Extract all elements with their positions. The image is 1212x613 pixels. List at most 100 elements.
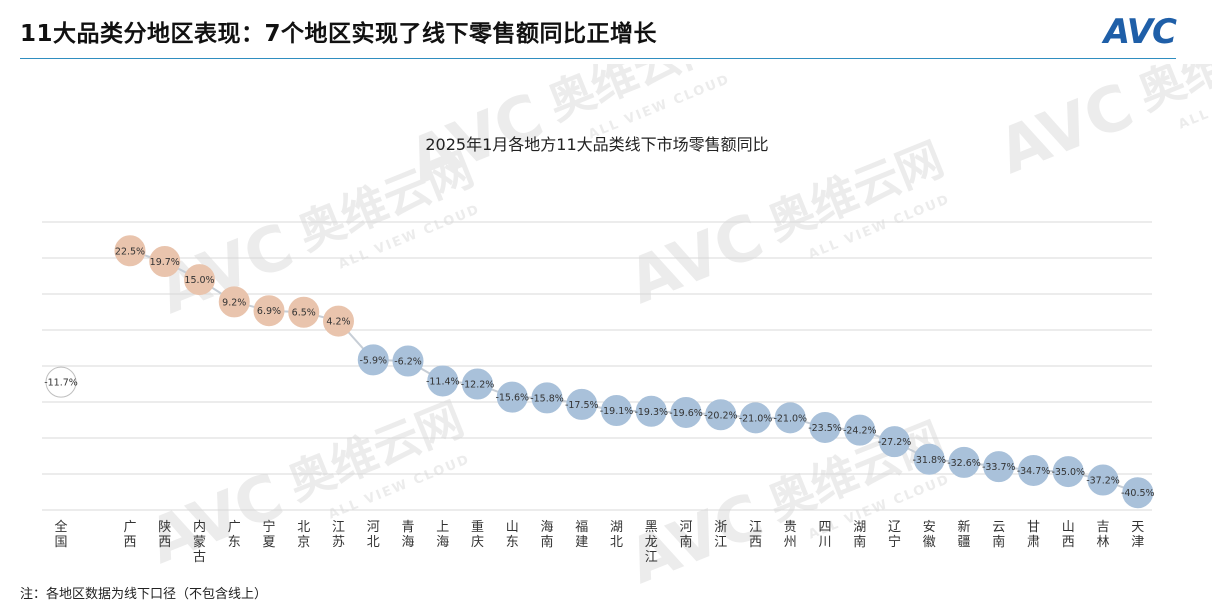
region-marker — [1052, 456, 1084, 488]
x-tick-label: 庆 — [471, 535, 484, 550]
chart-container: AVC 奥维云网 ALL VIEW CLOUD AVC 奥维云网 ALL VIEW CLO… — [0, 64, 1212, 584]
region-data-label: 4.2% — [326, 317, 350, 328]
x-tick-label: 内 — [193, 519, 206, 535]
x-tick-label: 南 — [992, 534, 1005, 550]
region-data-label: -24.2% — [843, 426, 877, 437]
region-data-label: -15.6% — [495, 393, 529, 404]
region-data-label: -19.1% — [600, 406, 634, 417]
region-marker — [392, 345, 424, 377]
region-data-label: -31.8% — [912, 455, 946, 466]
region-data-label: -23.5% — [808, 423, 842, 434]
region-data-label: -20.2% — [704, 410, 738, 421]
x-tick-label: 山 — [506, 520, 519, 535]
region-marker — [1018, 454, 1049, 486]
page-title: 11大品类分地区表现：7个地区实现了线下零售额同比正增长 — [20, 21, 658, 47]
region-marker — [496, 381, 528, 413]
watermark-brand: AVC — [988, 69, 1143, 188]
region-marker — [601, 395, 632, 427]
national-marker — [45, 366, 77, 398]
region-marker — [114, 235, 146, 267]
region-data-label: 15.0% — [184, 275, 214, 286]
x-tick-label: 国 — [54, 535, 67, 550]
region-marker — [705, 399, 737, 431]
region-marker — [218, 286, 250, 318]
x-tick-label: 上 — [436, 520, 449, 535]
region-data-label: -21.0% — [739, 413, 773, 424]
x-tick-label: 四 — [818, 520, 831, 535]
x-tick-label: 青 — [401, 520, 414, 535]
x-tick-label: 陕 — [158, 520, 171, 535]
national-data-label: -11.7% — [44, 378, 78, 389]
region-marker — [774, 402, 806, 434]
x-tick-label: 蒙 — [193, 535, 206, 550]
region-data-label: -34.7% — [1017, 466, 1051, 477]
region-marker — [809, 411, 841, 443]
x-tick-label: 宁 — [262, 519, 275, 535]
region-data-label: 19.7% — [150, 257, 180, 268]
x-tick-label: 福 — [575, 520, 588, 535]
region-marker — [913, 443, 945, 475]
x-tick-label: 江 — [645, 550, 658, 565]
x-tick-label: 全 — [54, 519, 67, 535]
region-data-label: -37.2% — [1086, 476, 1120, 487]
region-data-label: -12.2% — [461, 380, 495, 391]
x-tick-label: 宁 — [888, 534, 901, 550]
region-data-label: 6.9% — [257, 306, 281, 317]
x-tick-label: 河 — [679, 520, 692, 535]
x-tick-label: 古 — [193, 550, 206, 565]
region-marker — [323, 305, 354, 337]
region-marker — [184, 264, 215, 296]
chart-title: 2025年1月各地方11大品类线下市场零售额同比 — [425, 135, 768, 154]
x-tick-label: 浙 — [714, 520, 727, 535]
x-tick-label: 西 — [123, 535, 136, 550]
x-tick-label: 广 — [228, 520, 241, 535]
x-tick-label: 东 — [228, 535, 241, 550]
region-marker — [1087, 464, 1119, 496]
region-marker — [531, 382, 563, 414]
x-tick-label: 北 — [297, 520, 310, 535]
region-marker — [983, 451, 1015, 483]
region-data-label: -15.8% — [530, 393, 564, 404]
region-marker — [879, 426, 910, 458]
x-tick-label: 东 — [506, 535, 519, 550]
region-marker — [566, 388, 598, 420]
x-tick-label: 安 — [923, 520, 936, 535]
x-tick-label: 吉 — [1096, 520, 1109, 535]
x-tick-label: 津 — [1131, 535, 1144, 550]
region-data-label: -33.7% — [982, 462, 1016, 473]
x-tick-label: 西 — [158, 535, 171, 550]
watermark-brand: AVC — [138, 459, 293, 578]
x-tick-label: 河 — [367, 520, 380, 535]
x-tick-label: 川 — [818, 535, 831, 550]
x-tick-label: 京 — [297, 535, 310, 550]
x-tick-label: 湖 — [853, 520, 866, 535]
region-marker — [288, 296, 320, 328]
region-data-label: -35.0% — [1051, 467, 1085, 478]
footnote: 注：各地区数据为线下口径（不包含线上） — [20, 587, 268, 602]
region-data-label: 6.5% — [292, 308, 316, 319]
x-tick-label: 广 — [123, 520, 136, 535]
region-data-label: 9.2% — [222, 297, 246, 308]
x-tick-label: 龙 — [645, 535, 658, 550]
region-data-label: -27.2% — [878, 437, 912, 448]
region-marker — [149, 246, 181, 278]
region-marker — [740, 402, 771, 434]
x-tick-label: 海 — [540, 520, 553, 535]
x-tick-label: 甘 — [1027, 520, 1040, 535]
x-tick-label: 湖 — [610, 520, 623, 535]
x-tick-label: 苏 — [332, 534, 345, 550]
region-data-label: -21.0% — [773, 413, 807, 424]
data-markers: -11.7% 22.5% 19.7% 15.0% 9.2% 6.9% 6.5% 4.2% -5.… — [44, 235, 1155, 509]
x-tick-label: 辽 — [888, 520, 901, 535]
x-tick-label: 州 — [784, 535, 797, 550]
x-tick-label: 海 — [401, 535, 414, 550]
x-tick-label: 北 — [610, 535, 623, 550]
x-tick-label: 江 — [749, 520, 762, 535]
x-tick-label: 重 — [471, 519, 484, 535]
region-data-label: -19.3% — [634, 407, 668, 418]
region-data-label: 22.5% — [115, 246, 145, 257]
region-marker — [635, 395, 667, 427]
